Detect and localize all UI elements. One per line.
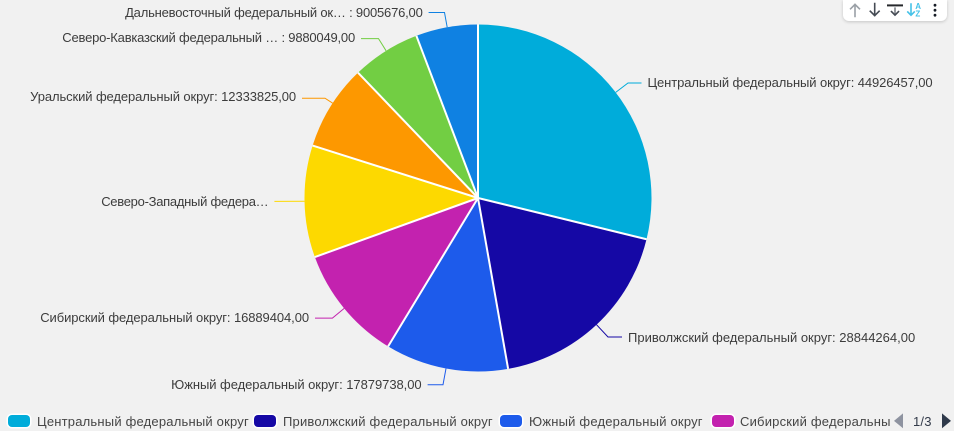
svg-text:Z: Z	[915, 9, 920, 18]
svg-text:A: A	[915, 2, 921, 11]
